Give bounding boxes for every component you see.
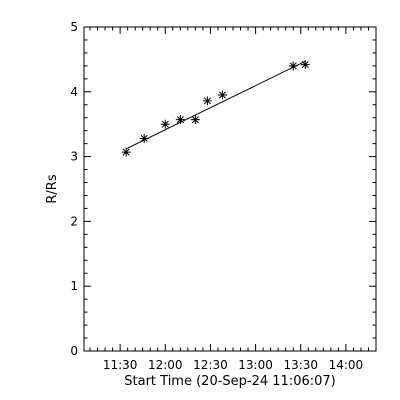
x-tick-label: 13:30 [283,358,318,372]
x-axis-label: Start Time (20-Sep-24 11:06:07) [124,374,335,389]
data-point [160,119,170,129]
plot-frame [83,26,377,352]
y-axis-label: R/Rs [45,174,60,203]
y-tick-label: 1 [70,279,78,293]
x-tick-label: 11:30 [103,358,138,372]
y-tick-label: 3 [70,150,78,164]
data-point [202,96,212,106]
data-point [175,115,185,125]
y-tick-label: 2 [70,214,78,228]
data-point [300,60,310,70]
y-tick-label: 4 [70,85,78,99]
x-tick-label: 12:00 [148,358,183,372]
x-tick-label: 14:00 [329,358,364,372]
x-tick-label: 12:30 [193,358,228,372]
x-tick-label: 13:00 [238,358,273,372]
data-point [217,90,227,100]
data-point [288,61,298,71]
fit-line [125,60,306,150]
plot-area: 0 1 2 3 4 5 11:30 12:00 12:30 13:00 13:30 14:00 [70,20,377,372]
data-point [139,133,149,143]
y-tick-label: 0 [70,344,78,358]
data-point [121,147,131,157]
y-tick-label: 5 [70,20,78,34]
data-point [190,115,200,125]
